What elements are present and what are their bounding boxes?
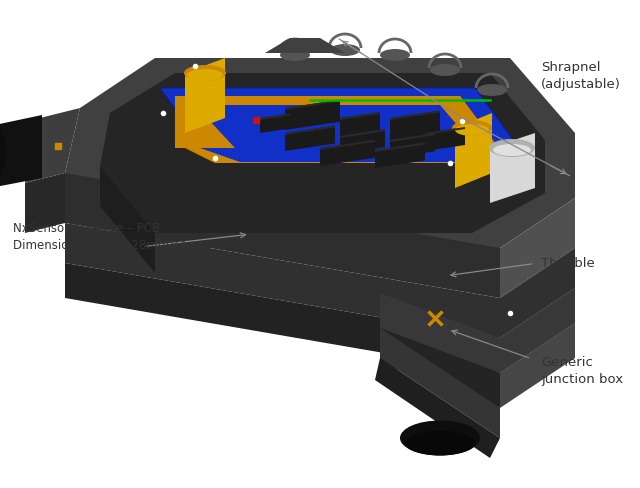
Polygon shape — [420, 96, 510, 163]
Polygon shape — [500, 288, 575, 373]
Ellipse shape — [430, 64, 460, 76]
Polygon shape — [100, 166, 155, 273]
Polygon shape — [285, 125, 335, 135]
Polygon shape — [25, 108, 80, 183]
Ellipse shape — [330, 44, 360, 56]
Polygon shape — [175, 96, 210, 148]
Polygon shape — [65, 58, 575, 248]
Ellipse shape — [0, 124, 6, 180]
Polygon shape — [285, 100, 340, 130]
Ellipse shape — [400, 421, 480, 455]
Polygon shape — [340, 112, 380, 136]
Polygon shape — [380, 328, 500, 438]
Polygon shape — [375, 358, 500, 458]
Polygon shape — [455, 113, 492, 188]
Polygon shape — [195, 105, 488, 161]
Ellipse shape — [280, 49, 310, 61]
Polygon shape — [65, 173, 500, 298]
Polygon shape — [375, 142, 425, 152]
Polygon shape — [340, 112, 380, 120]
Ellipse shape — [405, 430, 475, 455]
Polygon shape — [265, 38, 345, 53]
Polygon shape — [200, 148, 495, 162]
Polygon shape — [285, 100, 340, 110]
Text: Shrapnel
(adjustable): Shrapnel (adjustable) — [541, 61, 621, 91]
Polygon shape — [175, 143, 510, 163]
Polygon shape — [390, 133, 435, 158]
Ellipse shape — [455, 124, 489, 136]
Polygon shape — [185, 58, 225, 133]
Polygon shape — [340, 129, 385, 138]
Polygon shape — [500, 198, 575, 298]
Polygon shape — [490, 133, 535, 203]
Polygon shape — [500, 323, 575, 408]
Polygon shape — [260, 114, 290, 133]
Polygon shape — [380, 288, 575, 373]
Text: Generic
junction box: Generic junction box — [541, 356, 623, 386]
Ellipse shape — [489, 139, 535, 157]
Ellipse shape — [477, 84, 507, 96]
Polygon shape — [260, 114, 290, 120]
Ellipse shape — [187, 69, 223, 81]
Polygon shape — [380, 328, 500, 408]
Ellipse shape — [184, 65, 226, 81]
Polygon shape — [65, 223, 575, 338]
Polygon shape — [390, 133, 435, 142]
Text: Thimble: Thimble — [541, 257, 595, 270]
Polygon shape — [390, 110, 440, 140]
Polygon shape — [65, 263, 500, 373]
Polygon shape — [320, 140, 375, 150]
Polygon shape — [285, 125, 335, 151]
Polygon shape — [425, 127, 465, 151]
Polygon shape — [375, 142, 425, 168]
Polygon shape — [340, 129, 385, 154]
Text: NxSensor™ device – PCB
Dimension: 40mm×28mm×4mm: NxSensor™ device – PCB Dimension: 40mm×2… — [13, 222, 209, 252]
Polygon shape — [175, 96, 510, 163]
Polygon shape — [25, 173, 65, 233]
Ellipse shape — [380, 49, 410, 61]
Polygon shape — [160, 88, 530, 163]
Polygon shape — [390, 110, 440, 120]
Polygon shape — [425, 127, 465, 135]
Polygon shape — [100, 73, 545, 233]
Polygon shape — [0, 115, 42, 188]
Ellipse shape — [493, 144, 531, 156]
Polygon shape — [320, 140, 375, 166]
Ellipse shape — [452, 120, 492, 136]
